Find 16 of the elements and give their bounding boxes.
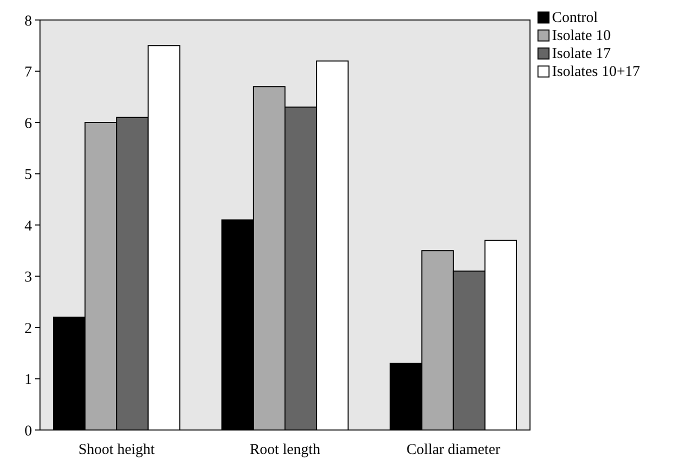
y-tick-label: 1 (24, 372, 32, 388)
y-tick-label: 3 (24, 270, 32, 286)
y-tick-label: 5 (24, 167, 32, 183)
legend-label: Isolate 17 (552, 46, 612, 62)
x-tick-label: Shoot height (78, 442, 156, 458)
y-tick-label: 6 (24, 116, 32, 132)
legend-label: Isolate 10 (552, 28, 611, 44)
x-tick-label: Root length (250, 442, 321, 458)
legend-label: Isolates 10+17 (552, 64, 641, 80)
legend-label: Control (552, 10, 598, 26)
y-tick-label: 0 (24, 423, 32, 440)
y-tick-label: 7 (24, 64, 32, 80)
y-tick-label: 4 (24, 218, 32, 234)
y-tick-label: 2 (24, 320, 32, 337)
y-tick-label: 8 (24, 13, 32, 30)
x-tick-label: Collar diameter (406, 442, 500, 458)
